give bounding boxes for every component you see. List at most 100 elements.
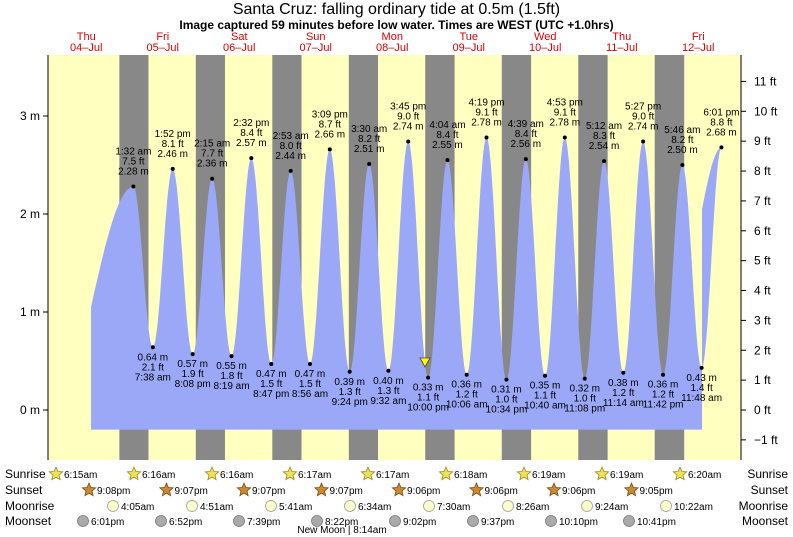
high-tide-label: 8.2 ft <box>671 135 693 146</box>
moonrise-time: 6:34am <box>358 502 391 513</box>
day-of-week-label: Sun <box>306 31 326 43</box>
sunset-time: 9:07pm <box>330 486 363 497</box>
high-tide-label: 2.36 m <box>197 159 228 170</box>
high-tide-label: 2.57 m <box>236 138 267 149</box>
low-tide-label: 0.33 m <box>413 383 444 394</box>
moonset-time: 6:52pm <box>169 517 202 528</box>
high-tide-label: 7.7 ft <box>201 149 223 160</box>
low-tide-label: 7:38 am <box>135 372 171 383</box>
day-of-week-label: Fri <box>156 31 169 43</box>
moonrise-icon <box>107 500 119 512</box>
high-tide-point <box>719 145 724 150</box>
day-of-week-label: Thu <box>612 31 631 43</box>
date-label: 04–Jul <box>70 42 102 54</box>
sunrise-time: 6:20am <box>688 470 721 481</box>
high-tide-label: 9.1 ft <box>475 108 497 119</box>
low-tide-label: 9:32 am <box>370 396 406 407</box>
high-tide-label: 2.44 m <box>275 151 306 162</box>
low-tide-label: 8:56 am <box>292 389 328 400</box>
moonrise-time: 8:26am <box>516 502 549 513</box>
right-tick-label: 5 ft <box>754 254 771 268</box>
high-tide-label: 3:45 pm <box>390 101 426 112</box>
high-tide-point <box>327 147 332 152</box>
low-tide-label: 1.5 ft <box>299 379 321 390</box>
low-tide-point <box>347 369 352 374</box>
low-tide-label: 0.31 m <box>491 385 522 396</box>
moonrise-time: 7:30am <box>437 502 470 513</box>
high-tide-label: 2.55 m <box>432 140 463 151</box>
sunset-time: 9:05pm <box>640 486 673 497</box>
high-tide-label: 6:01 pm <box>703 107 739 118</box>
high-tide-label: 2.46 m <box>157 149 188 160</box>
high-tide-label: 2.66 m <box>315 129 346 140</box>
high-tide-point <box>170 166 175 171</box>
right-tick-label: 11 ft <box>754 74 777 88</box>
moonrise-time: 4:05am <box>121 502 154 513</box>
moonrise-icon <box>581 500 593 512</box>
low-tide-label: 2.1 ft <box>142 362 164 373</box>
moonset-time: 9:02pm <box>403 517 436 528</box>
moonset-icon <box>311 515 323 527</box>
high-tide-label: 9.0 ft <box>397 111 419 122</box>
sunrise-icon <box>360 465 376 481</box>
sunrise-icon <box>204 465 220 481</box>
low-tide-label: 0.32 m <box>569 384 600 395</box>
high-tide-label: 4:39 am <box>508 119 544 130</box>
right-tick-label: 7 ft <box>754 194 771 208</box>
astro-row-label-right: Sunrise <box>747 467 788 481</box>
sunset-icon <box>391 481 407 497</box>
moonset-time: 7:39pm <box>247 517 280 528</box>
high-tide-label: 4:53 pm <box>547 98 583 109</box>
low-tide-point <box>426 375 431 380</box>
day-of-week-label: Wed <box>534 31 556 43</box>
moonrise-icon <box>502 500 514 512</box>
low-tide-label: 0.36 m <box>648 380 679 391</box>
sunrise-time: 6:18am <box>454 470 487 481</box>
low-tide-point <box>269 361 274 366</box>
high-tide-label: 2.78 m <box>550 118 581 129</box>
astro-row-label-right: Sunset <box>751 483 789 497</box>
high-tide-point <box>210 176 215 181</box>
low-tide-label: 10:40 am <box>524 401 566 412</box>
high-tide-label: 2.74 m <box>393 121 424 132</box>
sunset-icon <box>546 481 562 497</box>
low-tide-point <box>150 345 155 350</box>
date-label: 12–Jul <box>682 42 714 54</box>
moonset-time: 6:01pm <box>91 517 124 528</box>
low-tide-label: 0.39 m <box>334 377 365 388</box>
low-tide-label: 11:08 pm <box>564 404 605 415</box>
moonset-icon <box>233 515 245 527</box>
low-tide-label: 8:47 pm <box>253 389 289 400</box>
high-tide-label: 5:46 am <box>664 125 700 136</box>
date-label: 09–Jul <box>453 42 485 54</box>
high-tide-label: 4:04 am <box>429 120 465 131</box>
high-tide-label: 8.4 ft <box>515 129 537 140</box>
sunset-icon <box>236 481 252 497</box>
low-tide-point <box>504 377 509 382</box>
low-tide-label: 1.4 ft <box>690 383 712 394</box>
astro-row-label-left: Sunrise <box>5 467 46 481</box>
low-tide-label: 8:08 pm <box>175 379 211 390</box>
day-of-week-label: Thu <box>77 31 96 43</box>
moonset-time: 10:10pm <box>559 517 598 528</box>
right-tick-label: 0 ft <box>754 403 771 417</box>
low-tide-label: 11:14 am <box>603 398 644 409</box>
low-tide-point <box>190 352 195 357</box>
sunrise-time: 6:17am <box>376 470 409 481</box>
high-tide-point <box>680 163 685 167</box>
right-tick-label: 1 ft <box>754 373 771 387</box>
day-of-week-label: Mon <box>382 31 403 43</box>
astro-row-label-right: Moonset <box>742 514 789 528</box>
high-tide-label: 3:30 am <box>351 124 387 135</box>
moonrise-time: 10:22am <box>674 502 713 513</box>
right-tick-label: 10 ft <box>754 104 778 118</box>
low-tide-label: 0.57 m <box>177 359 208 370</box>
sunrise-time: 6:19am <box>532 470 565 481</box>
chart-title: Santa Cruz: falling ordinary tide at 0.5… <box>232 1 561 18</box>
high-tide-label: 2.28 m <box>118 167 149 178</box>
sunset-time: 9:06pm <box>562 486 595 497</box>
low-tide-label: 1.2 ft <box>652 390 674 401</box>
high-tide-point <box>288 168 293 173</box>
low-tide-label: 1.8 ft <box>220 371 242 382</box>
